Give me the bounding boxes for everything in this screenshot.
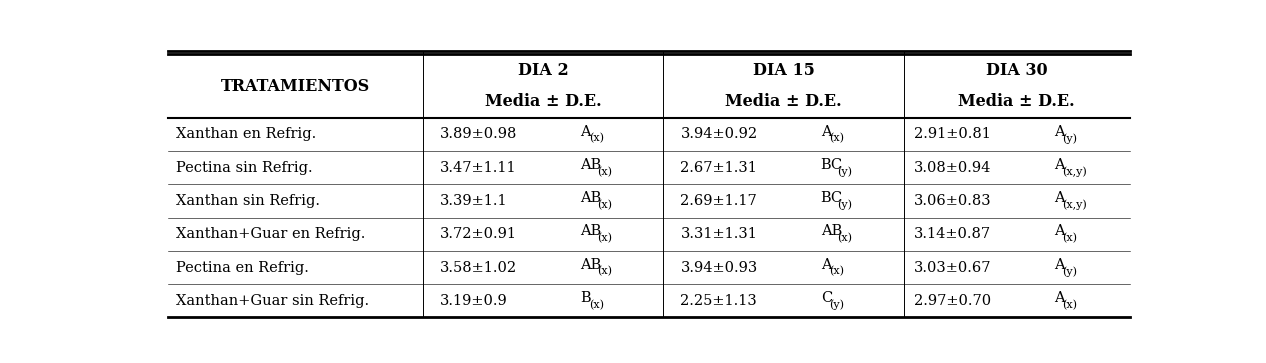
Text: 3.08±0.94: 3.08±0.94	[914, 161, 991, 175]
Text: Pectina en Refrig.: Pectina en Refrig.	[176, 261, 309, 274]
Text: (y): (y)	[1062, 133, 1077, 144]
Text: BC: BC	[820, 158, 843, 172]
Text: 2.25±1.13: 2.25±1.13	[680, 294, 757, 308]
Text: DIA 2: DIA 2	[518, 62, 568, 79]
Text: TRATAMIENTOS: TRATAMIENTOS	[220, 78, 370, 95]
Text: 3.47±1.11: 3.47±1.11	[441, 161, 517, 175]
Text: (x): (x)	[829, 266, 844, 277]
Text: 3.94±0.93: 3.94±0.93	[680, 261, 757, 274]
Text: 3.89±0.98: 3.89±0.98	[441, 127, 518, 142]
Text: 3.72±0.91: 3.72±0.91	[441, 227, 517, 241]
Text: AB: AB	[580, 158, 601, 172]
Text: 3.58±1.02: 3.58±1.02	[441, 261, 518, 274]
Text: BC: BC	[820, 191, 843, 205]
Text: (x): (x)	[598, 233, 611, 243]
Text: 3.14±0.87: 3.14±0.87	[914, 227, 991, 241]
Text: A: A	[820, 258, 832, 272]
Text: A: A	[580, 125, 591, 139]
Text: AB: AB	[820, 224, 842, 238]
Text: (x): (x)	[589, 299, 604, 310]
Text: DIA 30: DIA 30	[986, 62, 1047, 79]
Text: C: C	[820, 291, 832, 305]
Text: 3.19±0.9: 3.19±0.9	[441, 294, 508, 308]
Text: AB: AB	[580, 258, 601, 272]
Text: (x): (x)	[598, 266, 611, 277]
Text: A: A	[1053, 224, 1065, 238]
Text: 3.03±0.67: 3.03±0.67	[914, 261, 991, 274]
Text: Media ± D.E.: Media ± D.E.	[958, 93, 1075, 110]
Text: (x): (x)	[598, 167, 611, 177]
Text: A: A	[1053, 291, 1065, 305]
Text: (x): (x)	[1062, 299, 1077, 310]
Text: (x): (x)	[598, 200, 611, 210]
Text: (x): (x)	[829, 133, 844, 143]
Text: DIA 15: DIA 15	[752, 62, 814, 79]
Text: Media ± D.E.: Media ± D.E.	[485, 93, 601, 110]
Text: Media ± D.E.: Media ± D.E.	[725, 93, 842, 110]
Text: Xanthan+Guar en Refrig.: Xanthan+Guar en Refrig.	[176, 227, 366, 241]
Text: 2.97±0.70: 2.97±0.70	[914, 294, 991, 308]
Text: (y): (y)	[837, 200, 852, 210]
Text: AB: AB	[580, 224, 601, 238]
Text: (x): (x)	[837, 233, 852, 243]
Text: 3.06±0.83: 3.06±0.83	[914, 194, 991, 208]
Text: (y): (y)	[837, 166, 852, 177]
Text: 2.91±0.81: 2.91±0.81	[914, 127, 990, 142]
Text: A: A	[1053, 125, 1065, 139]
Text: Pectina sin Refrig.: Pectina sin Refrig.	[176, 161, 313, 175]
Text: 2.67±1.31: 2.67±1.31	[680, 161, 757, 175]
Text: 2.69±1.17: 2.69±1.17	[680, 194, 757, 208]
Text: B: B	[580, 291, 591, 305]
Text: 3.94±0.92: 3.94±0.92	[680, 127, 757, 142]
Text: Xanthan en Refrig.: Xanthan en Refrig.	[176, 127, 316, 142]
Text: A: A	[820, 125, 832, 139]
Text: 3.31±1.31: 3.31±1.31	[680, 227, 757, 241]
Text: (x): (x)	[589, 133, 604, 143]
Text: (x,y): (x,y)	[1062, 166, 1087, 177]
Text: Xanthan sin Refrig.: Xanthan sin Refrig.	[176, 194, 320, 208]
Text: (x,y): (x,y)	[1062, 200, 1087, 210]
Text: (y): (y)	[829, 299, 844, 310]
Text: Xanthan+Guar sin Refrig.: Xanthan+Guar sin Refrig.	[176, 294, 368, 308]
Text: A: A	[1053, 158, 1065, 172]
Text: (y): (y)	[1062, 266, 1077, 277]
Text: A: A	[1053, 191, 1065, 205]
Text: AB: AB	[580, 191, 601, 205]
Text: (x): (x)	[1062, 233, 1077, 243]
Text: A: A	[1053, 258, 1065, 272]
Text: 3.39±1.1: 3.39±1.1	[441, 194, 508, 208]
